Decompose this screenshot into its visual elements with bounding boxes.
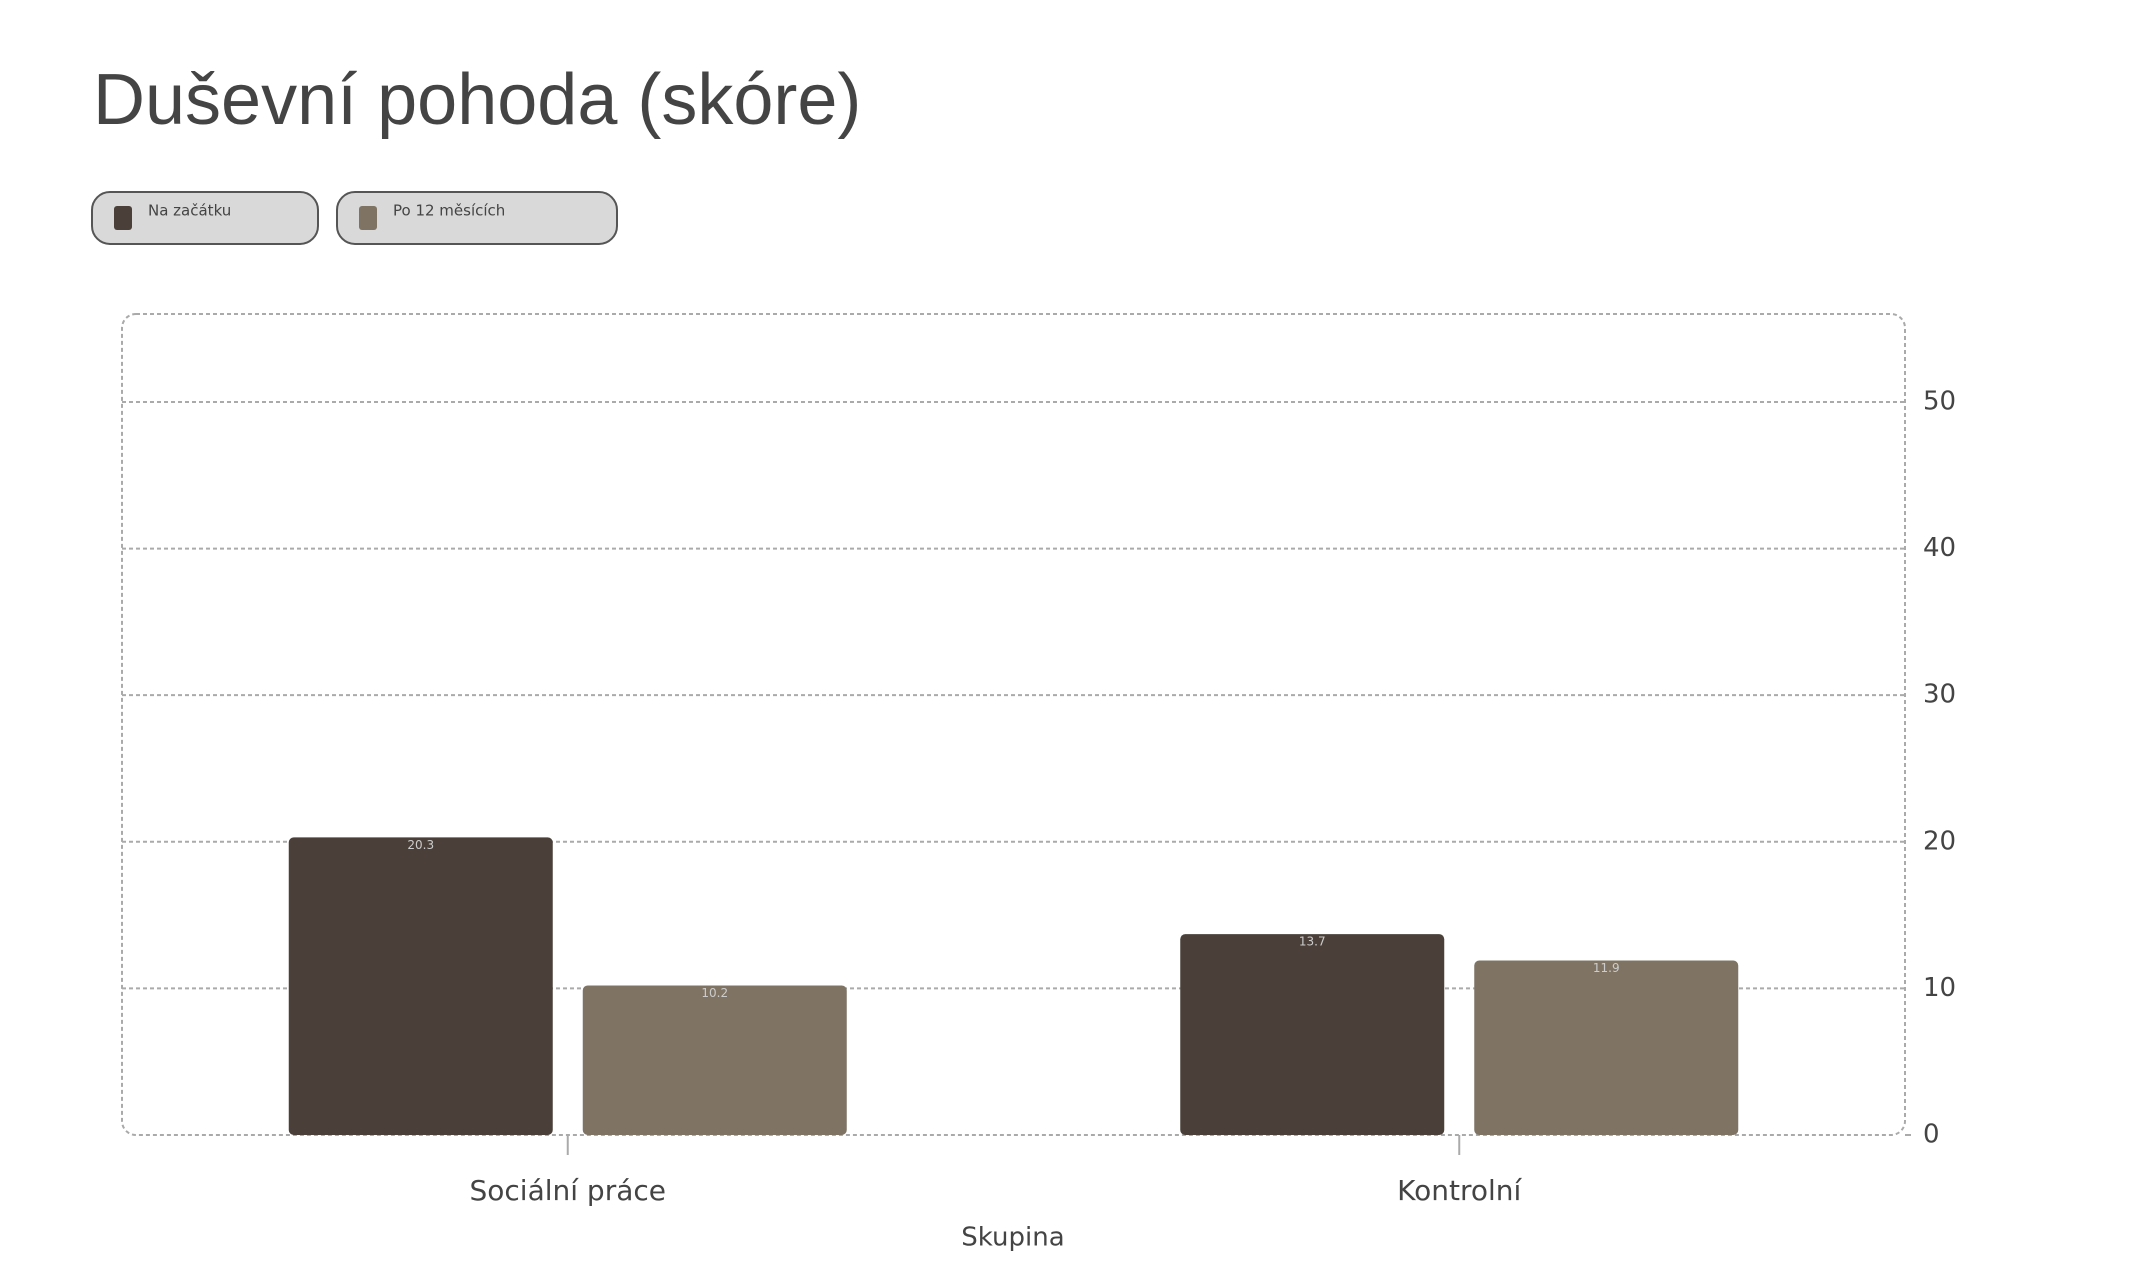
x-axis-title: Skupina xyxy=(961,1223,1064,1253)
x-tick-label: Kontrolní xyxy=(1397,1174,1522,1207)
bar xyxy=(288,837,553,1135)
y-tick-label: 10 xyxy=(1923,973,1956,1003)
y-tick-label: 30 xyxy=(1923,680,1956,710)
data-label: 13.7 xyxy=(1299,935,1326,949)
legend-label: Na začátku xyxy=(148,202,231,220)
data-label: 20.3 xyxy=(407,838,434,852)
legend-item xyxy=(91,191,319,245)
y-tick-label: 40 xyxy=(1923,533,1956,563)
chart-title: Duševní pohoda (skóre) xyxy=(93,60,861,140)
data-label: 10.2 xyxy=(701,986,728,1000)
legend-item xyxy=(336,191,618,245)
bar xyxy=(1180,934,1445,1135)
plot-frame xyxy=(121,313,1906,1136)
legend-swatch xyxy=(359,206,377,230)
bar xyxy=(1474,960,1739,1135)
data-label: 11.9 xyxy=(1593,961,1620,975)
x-tick-label: Sociální práce xyxy=(469,1174,666,1207)
legend-label: Po 12 měsících xyxy=(393,202,505,220)
legend-swatch xyxy=(114,206,132,230)
bar xyxy=(582,985,847,1135)
y-tick-label: 50 xyxy=(1923,386,1956,416)
y-tick-label: 20 xyxy=(1923,826,1956,856)
y-tick-label: 0 xyxy=(1923,1120,1940,1150)
